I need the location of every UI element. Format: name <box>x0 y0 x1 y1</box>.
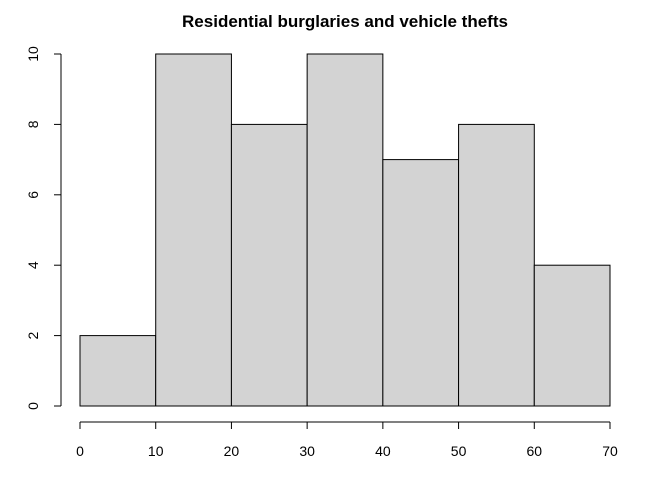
histogram-bar-2 <box>230 123 308 407</box>
x-tick-label-1: 10 <box>148 443 164 459</box>
y-tick-label-3: 6 <box>25 191 41 199</box>
x-tick-label-0: 0 <box>76 443 84 459</box>
bars-group <box>79 53 611 407</box>
x-axis: 0 10 20 30 40 50 60 70 <box>76 421 618 459</box>
x-tick-label-6: 60 <box>526 443 542 459</box>
histogram-bar-5 <box>458 123 535 407</box>
x-tick-label-4: 40 <box>375 443 391 459</box>
y-tick-label-5: 10 <box>25 46 41 62</box>
y-tick-label-0: 0 <box>25 402 41 410</box>
x-tick-label-7: 70 <box>602 443 618 459</box>
x-tick-label-3: 30 <box>299 443 315 459</box>
histogram-bar-3 <box>306 53 384 407</box>
x-tick-label-5: 50 <box>451 443 467 459</box>
histogram-bar-0 <box>79 335 157 407</box>
y-tick-label-1: 2 <box>25 331 41 339</box>
y-tick-label-2: 4 <box>25 261 41 269</box>
histogram-bar-1 <box>155 53 232 407</box>
y-tick-label-4: 8 <box>25 120 41 128</box>
x-tick-label-2: 20 <box>224 443 240 459</box>
chart-title: Residential burglaries and vehicle theft… <box>182 12 508 31</box>
histogram-bar-6 <box>533 264 611 407</box>
y-axis: 0 2 4 6 8 10 <box>25 46 62 410</box>
histogram-bar-4 <box>382 159 460 407</box>
